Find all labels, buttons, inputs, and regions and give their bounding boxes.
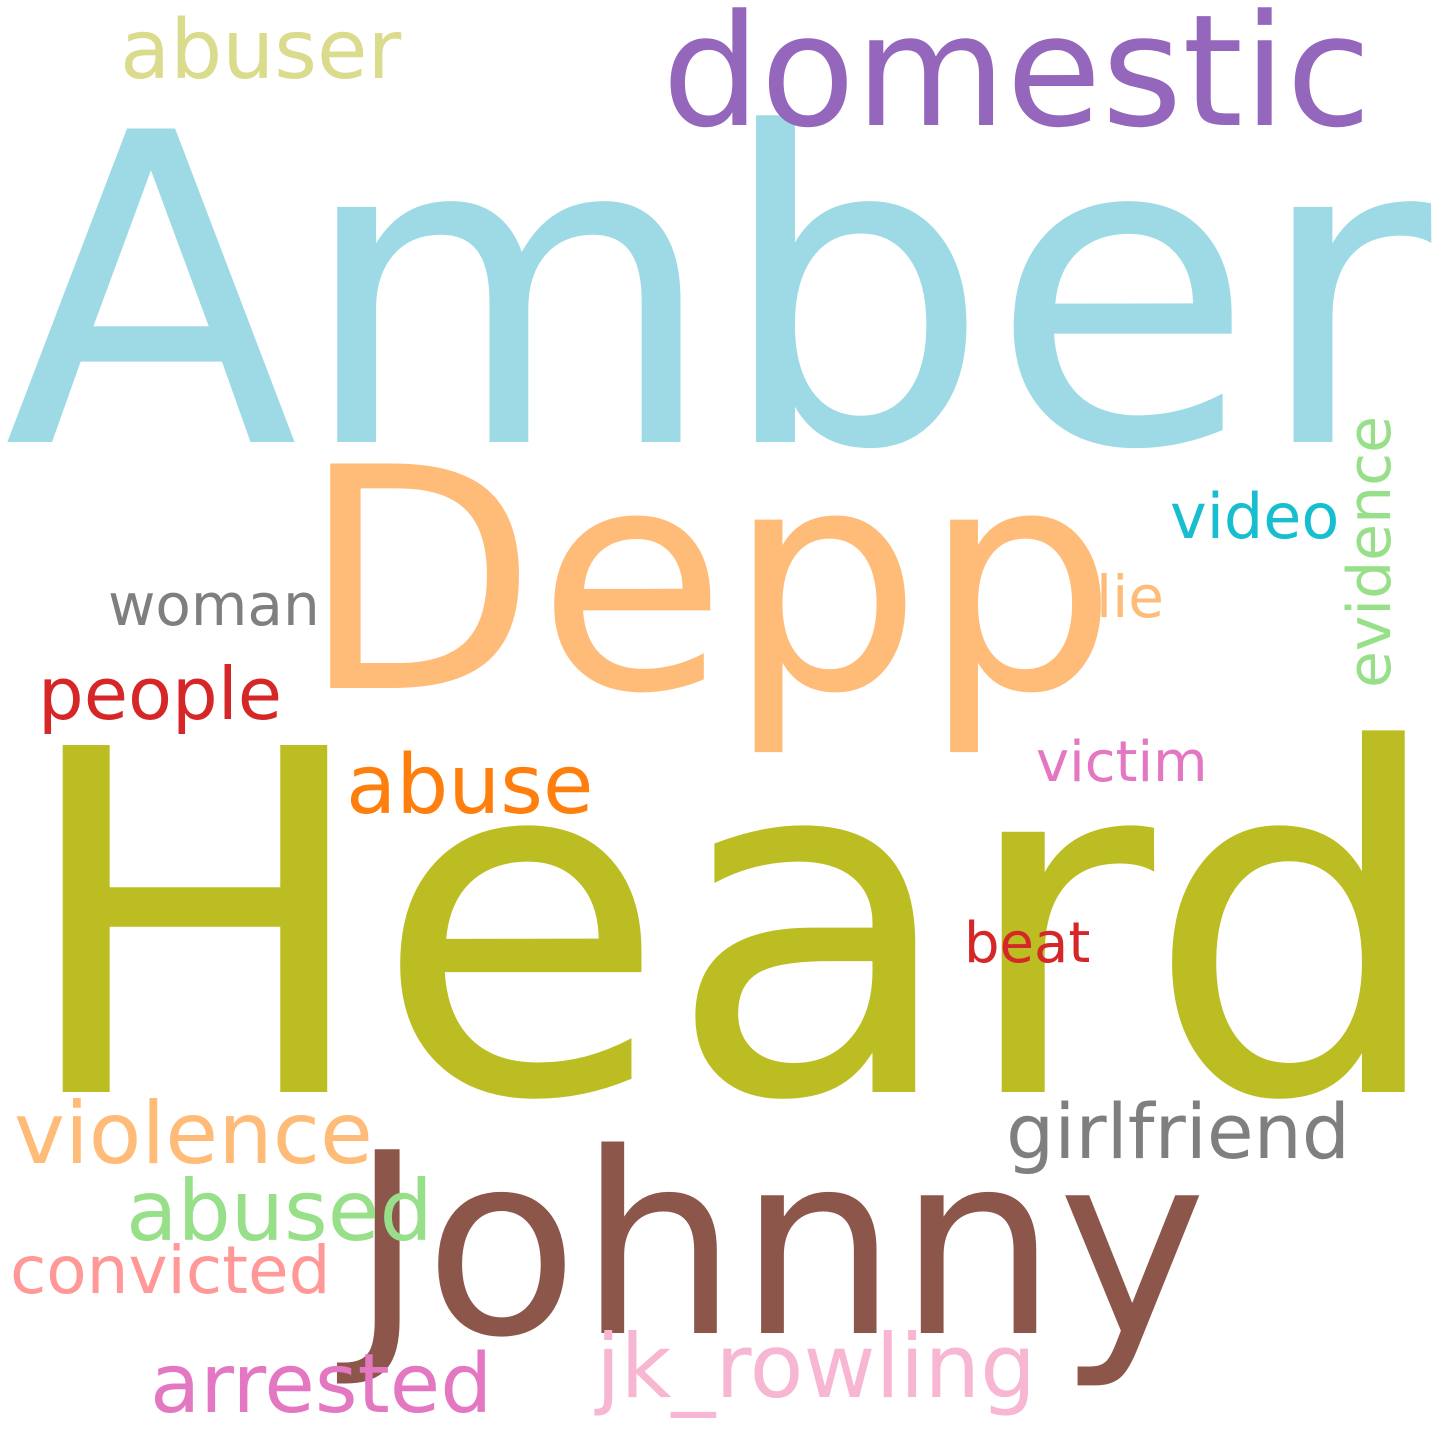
word-woman: woman: [108, 571, 320, 639]
word-amber: Amber: [4, 44, 1436, 544]
word-video: video: [1170, 480, 1339, 553]
word-domestic: domestic: [662, 0, 1371, 162]
word-violence: violence: [14, 1084, 373, 1184]
word-beat: beat: [964, 911, 1090, 976]
word-people: people: [38, 652, 282, 736]
word-abused: abused: [126, 1162, 433, 1260]
word-victim: victim: [1036, 730, 1208, 795]
word-depp: Depp: [300, 402, 1118, 761]
word-evidence: evidence: [1335, 416, 1405, 688]
word-abuse: abuse: [346, 738, 593, 833]
word-convicted: convicted: [10, 1232, 331, 1309]
word-johnny: Johnny: [336, 1100, 1207, 1393]
word-lie: lie: [1096, 563, 1164, 631]
word-arrested: arrested: [150, 1337, 492, 1432]
word-abuser: abuser: [120, 3, 401, 98]
word-jk-rowling: jk_rowling: [594, 1315, 1036, 1418]
word-girlfriend: girlfriend: [1006, 1087, 1350, 1176]
word-heard: Heard: [16, 651, 1440, 1205]
